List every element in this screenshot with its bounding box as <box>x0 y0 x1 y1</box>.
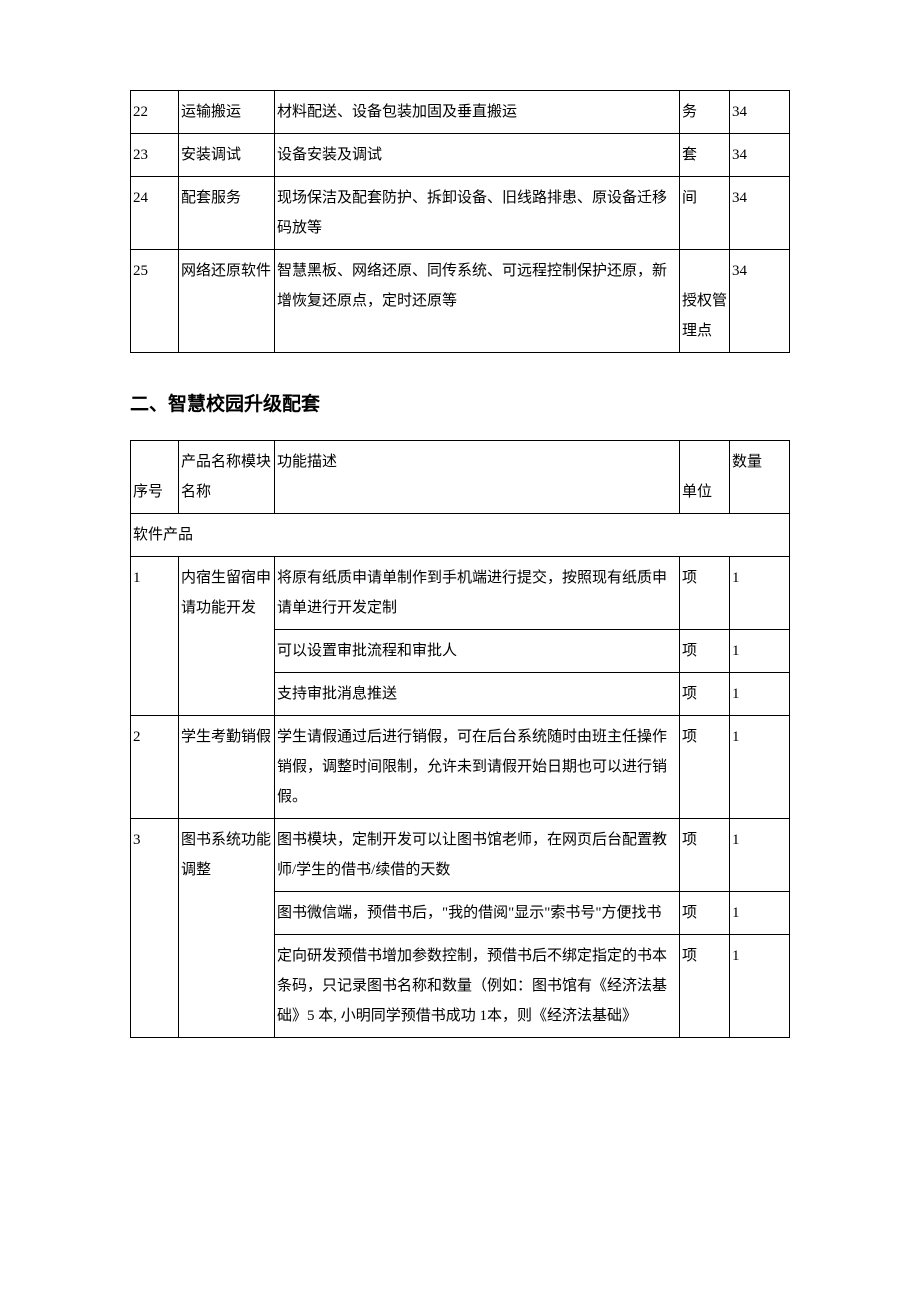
cell-desc: 将原有纸质申请单制作到手机端进行提交，按照现有纸质申请单进行开发定制 <box>275 557 680 630</box>
cell-unit: 项 <box>680 673 730 716</box>
cell-unit: 套 <box>680 134 730 177</box>
cell-qty: 1 <box>730 557 790 630</box>
cell-qty: 1 <box>730 892 790 935</box>
cell-name: 运输搬运 <box>179 91 275 134</box>
cell-unit: 项 <box>680 716 730 819</box>
cell-desc: 学生请假通过后进行销假，可在后台系统随时由班主任操作销假，调整时间限制，允许未到… <box>275 716 680 819</box>
header-unit: 单位 <box>680 441 730 514</box>
cell-unit: 间 <box>680 177 730 250</box>
table-row: 23 安装调试 设备安装及调试 套 34 <box>131 134 790 177</box>
cell-name: 图书系统功能调整 <box>179 819 275 1038</box>
cell-qty: 34 <box>730 177 790 250</box>
cell-unit: 授权管理点 <box>680 250 730 353</box>
cell-desc: 图书模块，定制开发可以让图书馆老师，在网页后台配置教师/学生的借书/续借的天数 <box>275 819 680 892</box>
cell-qty: 34 <box>730 91 790 134</box>
table-row: 3 图书系统功能调整 图书模块，定制开发可以让图书馆老师，在网页后台配置教师/学… <box>131 819 790 892</box>
cell-seq: 25 <box>131 250 179 353</box>
header-desc: 功能描述 <box>275 441 680 514</box>
cell-qty: 34 <box>730 250 790 353</box>
table-row: 2 学生考勤销假 学生请假通过后进行销假，可在后台系统随时由班主任操作销假，调整… <box>131 716 790 819</box>
cell-desc: 智慧黑板、网络还原、同传系统、可远程控制保护还原，新增恢复还原点，定时还原等 <box>275 250 680 353</box>
services-table: 22 运输搬运 材料配送、设备包装加固及垂直搬运 务 34 23 安装调试 设备… <box>130 90 790 353</box>
cell-qty: 34 <box>730 134 790 177</box>
section-heading: 二、智慧校园升级配套 <box>130 389 790 416</box>
cell-seq: 24 <box>131 177 179 250</box>
section-label: 软件产品 <box>131 514 790 557</box>
cell-qty: 1 <box>730 819 790 892</box>
table-row: 25 网络还原软件 智慧黑板、网络还原、同传系统、可远程控制保护还原，新增恢复还… <box>131 250 790 353</box>
products-table: 序号 产品名称模块名称 功能描述 单位 数量 软件产品 1 内宿生留宿申请功能开… <box>130 440 790 1038</box>
table-header-row: 序号 产品名称模块名称 功能描述 单位 数量 <box>131 441 790 514</box>
table-row: 1 内宿生留宿申请功能开发 将原有纸质申请单制作到手机端进行提交，按照现有纸质申… <box>131 557 790 630</box>
cell-qty: 1 <box>730 935 790 1038</box>
cell-name: 学生考勤销假 <box>179 716 275 819</box>
header-name: 产品名称模块名称 <box>179 441 275 514</box>
cell-name: 配套服务 <box>179 177 275 250</box>
cell-unit: 项 <box>680 630 730 673</box>
header-qty: 数量 <box>730 441 790 514</box>
cell-name: 内宿生留宿申请功能开发 <box>179 557 275 716</box>
cell-unit: 项 <box>680 819 730 892</box>
cell-seq: 3 <box>131 819 179 1038</box>
cell-seq: 1 <box>131 557 179 716</box>
cell-unit: 项 <box>680 935 730 1038</box>
cell-desc: 定向研发预借书增加参数控制，预借书后不绑定指定的书本条码，只记录图书名称和数量（… <box>275 935 680 1038</box>
cell-desc: 设备安装及调试 <box>275 134 680 177</box>
cell-desc: 支持审批消息推送 <box>275 673 680 716</box>
header-seq: 序号 <box>131 441 179 514</box>
cell-name: 安装调试 <box>179 134 275 177</box>
cell-name: 网络还原软件 <box>179 250 275 353</box>
cell-qty: 1 <box>730 630 790 673</box>
cell-seq: 2 <box>131 716 179 819</box>
cell-seq: 22 <box>131 91 179 134</box>
table-row: 24 配套服务 现场保洁及配套防护、拆卸设备、旧线路排患、原设备迁移码放等 间 … <box>131 177 790 250</box>
cell-seq: 23 <box>131 134 179 177</box>
cell-unit: 项 <box>680 892 730 935</box>
cell-qty: 1 <box>730 673 790 716</box>
cell-desc: 图书微信端，预借书后，"我的借阅"显示"索书号"方便找书 <box>275 892 680 935</box>
cell-unit: 项 <box>680 557 730 630</box>
cell-desc: 材料配送、设备包装加固及垂直搬运 <box>275 91 680 134</box>
section-label-row: 软件产品 <box>131 514 790 557</box>
table-row: 22 运输搬运 材料配送、设备包装加固及垂直搬运 务 34 <box>131 91 790 134</box>
cell-desc: 现场保洁及配套防护、拆卸设备、旧线路排患、原设备迁移码放等 <box>275 177 680 250</box>
cell-qty: 1 <box>730 716 790 819</box>
cell-unit: 务 <box>680 91 730 134</box>
cell-desc: 可以设置审批流程和审批人 <box>275 630 680 673</box>
